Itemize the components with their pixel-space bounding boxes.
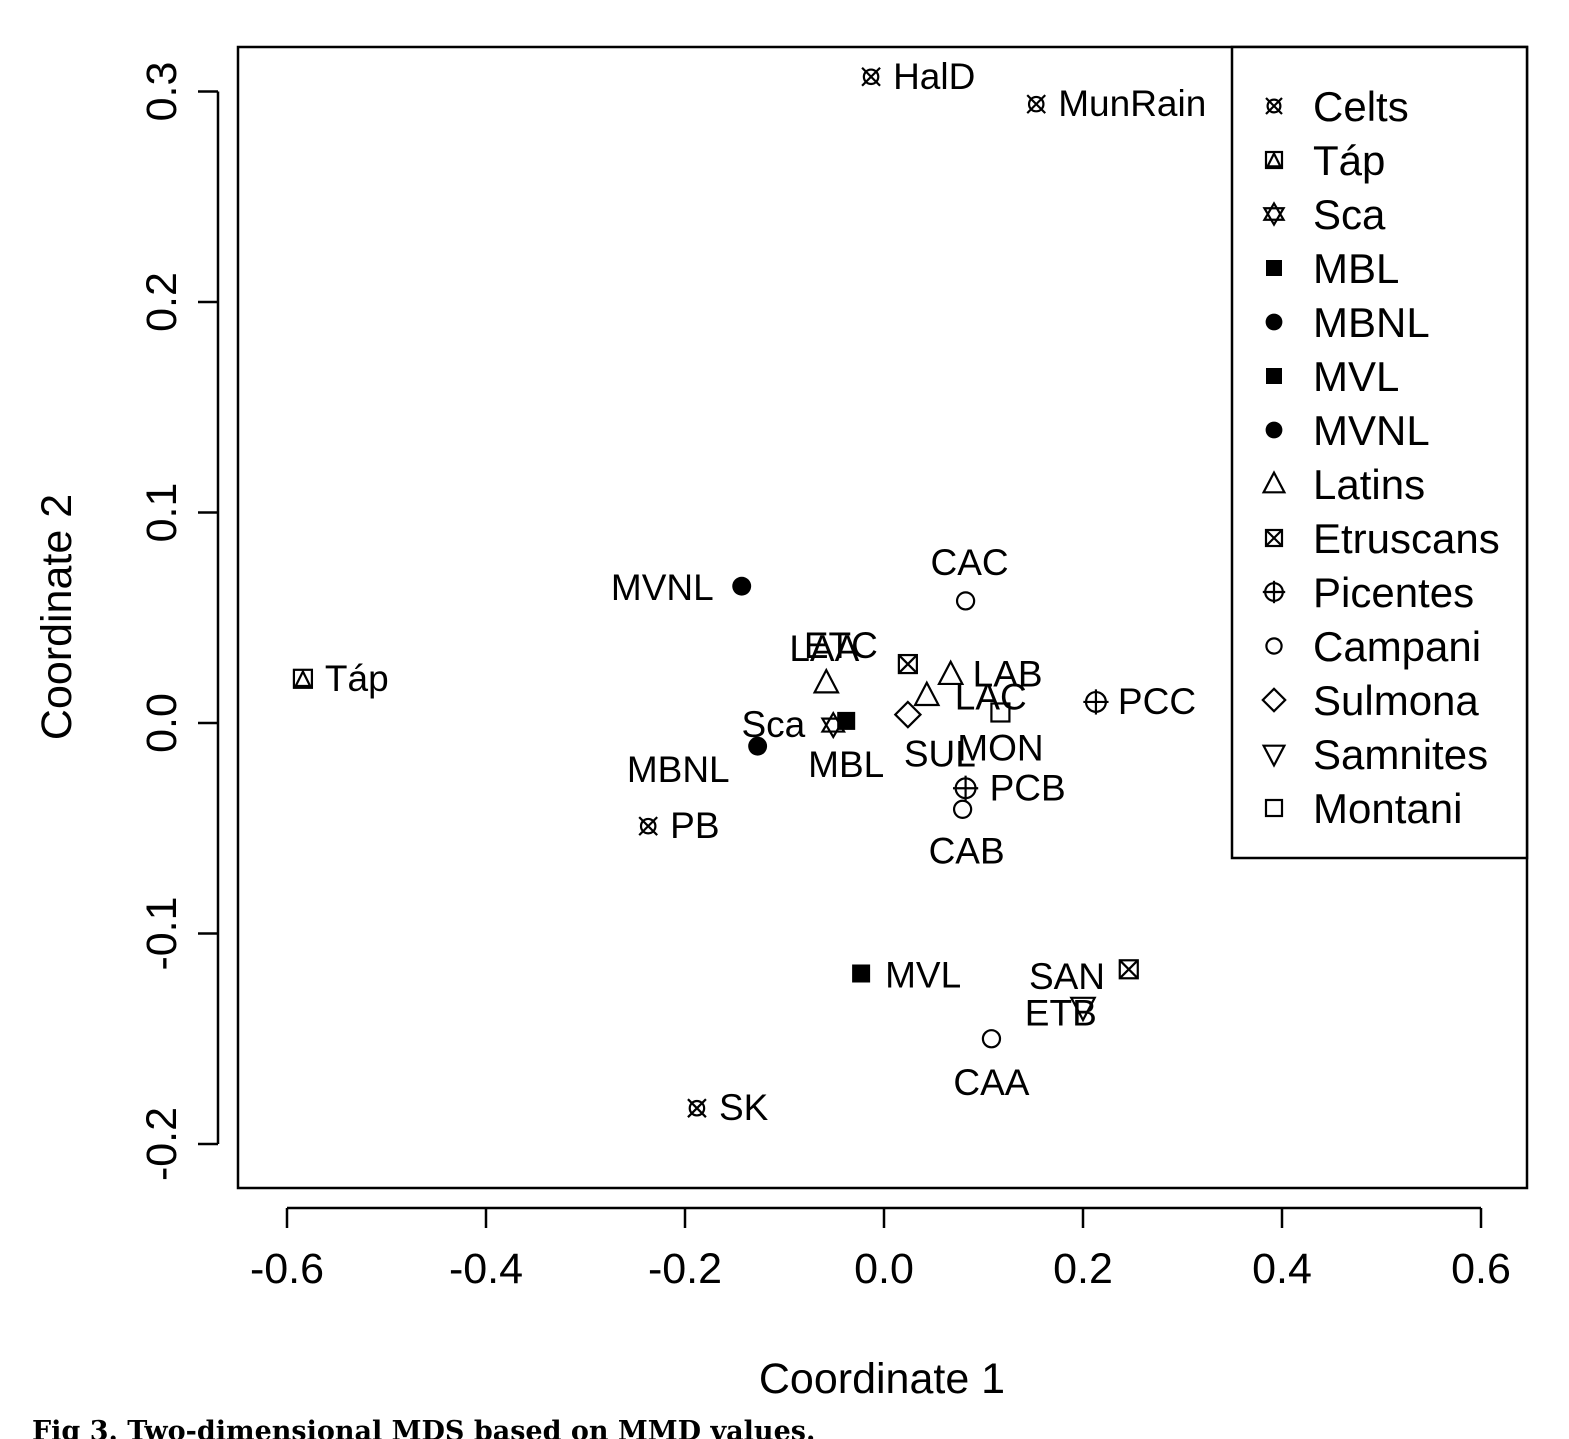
point-label-sul: SUL xyxy=(904,734,976,775)
point-mon xyxy=(990,702,1011,723)
legend-label: Sca xyxy=(1313,191,1386,238)
point-sk xyxy=(687,1098,707,1118)
point-label-mvnl: MVNL xyxy=(611,567,714,608)
x-tick-label: -0.4 xyxy=(449,1245,523,1293)
y-tick-label: -0.1 xyxy=(138,896,186,970)
point-sul xyxy=(893,700,923,729)
point-mvl xyxy=(852,964,871,983)
legend: Celts Táp Sca MBL MBNL MVL MVNL Latins Etruscans… xyxy=(1230,45,1529,860)
figure-caption: Fig 3. Two-dimensional MDS based on MMD … xyxy=(32,1418,816,1439)
legend-marker-montani xyxy=(1264,798,1284,818)
legend-marker-mbl xyxy=(1266,260,1282,276)
point-label-pcc: PCC xyxy=(1118,681,1196,722)
point-mbl xyxy=(837,711,856,730)
legend-marker-sca xyxy=(1262,201,1286,227)
point-etc xyxy=(897,653,918,675)
legend-marker-picentes xyxy=(1262,580,1286,604)
point-pcc xyxy=(1083,689,1109,715)
point-hald xyxy=(861,66,881,87)
legend-label: MBNL xyxy=(1313,299,1430,346)
point-mbnl xyxy=(748,736,768,756)
legend-marker-mvl xyxy=(1266,368,1282,384)
y-tick-label: 0.2 xyxy=(138,272,186,332)
point-cab xyxy=(952,799,973,819)
legend-label: MBL xyxy=(1313,245,1399,292)
legend-marker-samnites xyxy=(1261,744,1287,768)
x-tick-label: -0.2 xyxy=(648,1245,722,1293)
y-axis-label: Coordinate 2 xyxy=(33,494,81,740)
point-label-mvl: MVL xyxy=(885,954,961,995)
x-tick-label: -0.6 xyxy=(250,1245,324,1293)
legend-marker-táp xyxy=(1264,150,1284,170)
point-label-mbnl: MBNL xyxy=(627,749,730,790)
legend-label: Campani xyxy=(1313,623,1481,670)
point-label-hald: HalD xyxy=(893,56,975,97)
legend-marker-latins xyxy=(1261,470,1287,494)
x-tick-label: 0.6 xyxy=(1451,1245,1511,1293)
legend-marker-sulmona xyxy=(1261,687,1287,713)
x-axis-label: Coordinate 1 xyxy=(759,1355,1005,1403)
point-label-laa: LAA xyxy=(789,628,859,669)
point-label-sk: SK xyxy=(719,1087,769,1128)
point-label-pcb: PCB xyxy=(990,767,1066,808)
point-label-lab: LAB xyxy=(973,654,1043,695)
point-label-mon: MON xyxy=(957,727,1043,768)
point-cac xyxy=(955,591,976,611)
legend-label: Celts xyxy=(1313,83,1409,130)
point-etb xyxy=(1118,959,1139,980)
point-caa xyxy=(981,1029,1002,1049)
x-tick-label: 0.0 xyxy=(854,1245,914,1293)
point-label-etb: ETB xyxy=(1025,992,1097,1033)
legend-box xyxy=(1230,45,1529,860)
point-label-etc: ETC xyxy=(804,625,878,666)
legend-label: Latins xyxy=(1313,461,1425,508)
x-tick-label: 0.4 xyxy=(1252,1245,1312,1293)
legend-marker-celts xyxy=(1265,97,1283,115)
legend-marker-etruscans xyxy=(1264,528,1284,548)
point-pcb xyxy=(952,775,979,801)
legend-label: Montani xyxy=(1313,785,1462,832)
point-mvnl xyxy=(732,576,752,596)
point-label-táp: Táp xyxy=(325,658,389,699)
point-label-caa: CAA xyxy=(953,1062,1029,1103)
point-munrain xyxy=(1026,94,1047,114)
y-tick-label: 0.0 xyxy=(138,693,186,753)
point-label-pb: PB xyxy=(670,805,719,846)
legend-label: Samnites xyxy=(1313,731,1488,778)
x-tick-label: 0.2 xyxy=(1053,1245,1113,1293)
legend-label: MVNL xyxy=(1313,407,1430,454)
y-tick-label: 0.3 xyxy=(138,62,186,122)
legend-label: Sulmona xyxy=(1313,677,1479,724)
point-laa xyxy=(812,667,840,694)
legend-label: MVL xyxy=(1313,353,1399,400)
legend-marker-mbnl xyxy=(1265,313,1283,331)
y-tick-label: -0.2 xyxy=(138,1107,186,1181)
legend-label: Etruscans xyxy=(1313,515,1500,562)
point-label-cac: CAC xyxy=(931,542,1009,583)
point-san xyxy=(1069,996,1097,1023)
point-label-san: SAN xyxy=(1029,956,1105,997)
legend-marker-mvnl xyxy=(1265,421,1283,439)
point-label-sca: Sca xyxy=(741,704,805,745)
point-label-cab: CAB xyxy=(929,830,1005,871)
axes: -0.6 -0.4 -0.2 0.0 0.2 0.4 0.6 Coordinate 1 -0.2… xyxy=(33,45,1529,1403)
point-lab xyxy=(937,659,965,686)
legend-marker-campani xyxy=(1265,637,1283,655)
y-tick-label: 0.1 xyxy=(138,483,186,543)
point-label-mbl: MBL xyxy=(808,744,884,785)
legend-label: Táp xyxy=(1313,137,1385,184)
point-táp xyxy=(292,668,314,689)
point-pb xyxy=(638,816,658,836)
point-lac xyxy=(913,680,941,707)
legend-label: Picentes xyxy=(1313,569,1474,616)
point-label-munrain: MunRain xyxy=(1058,83,1206,124)
